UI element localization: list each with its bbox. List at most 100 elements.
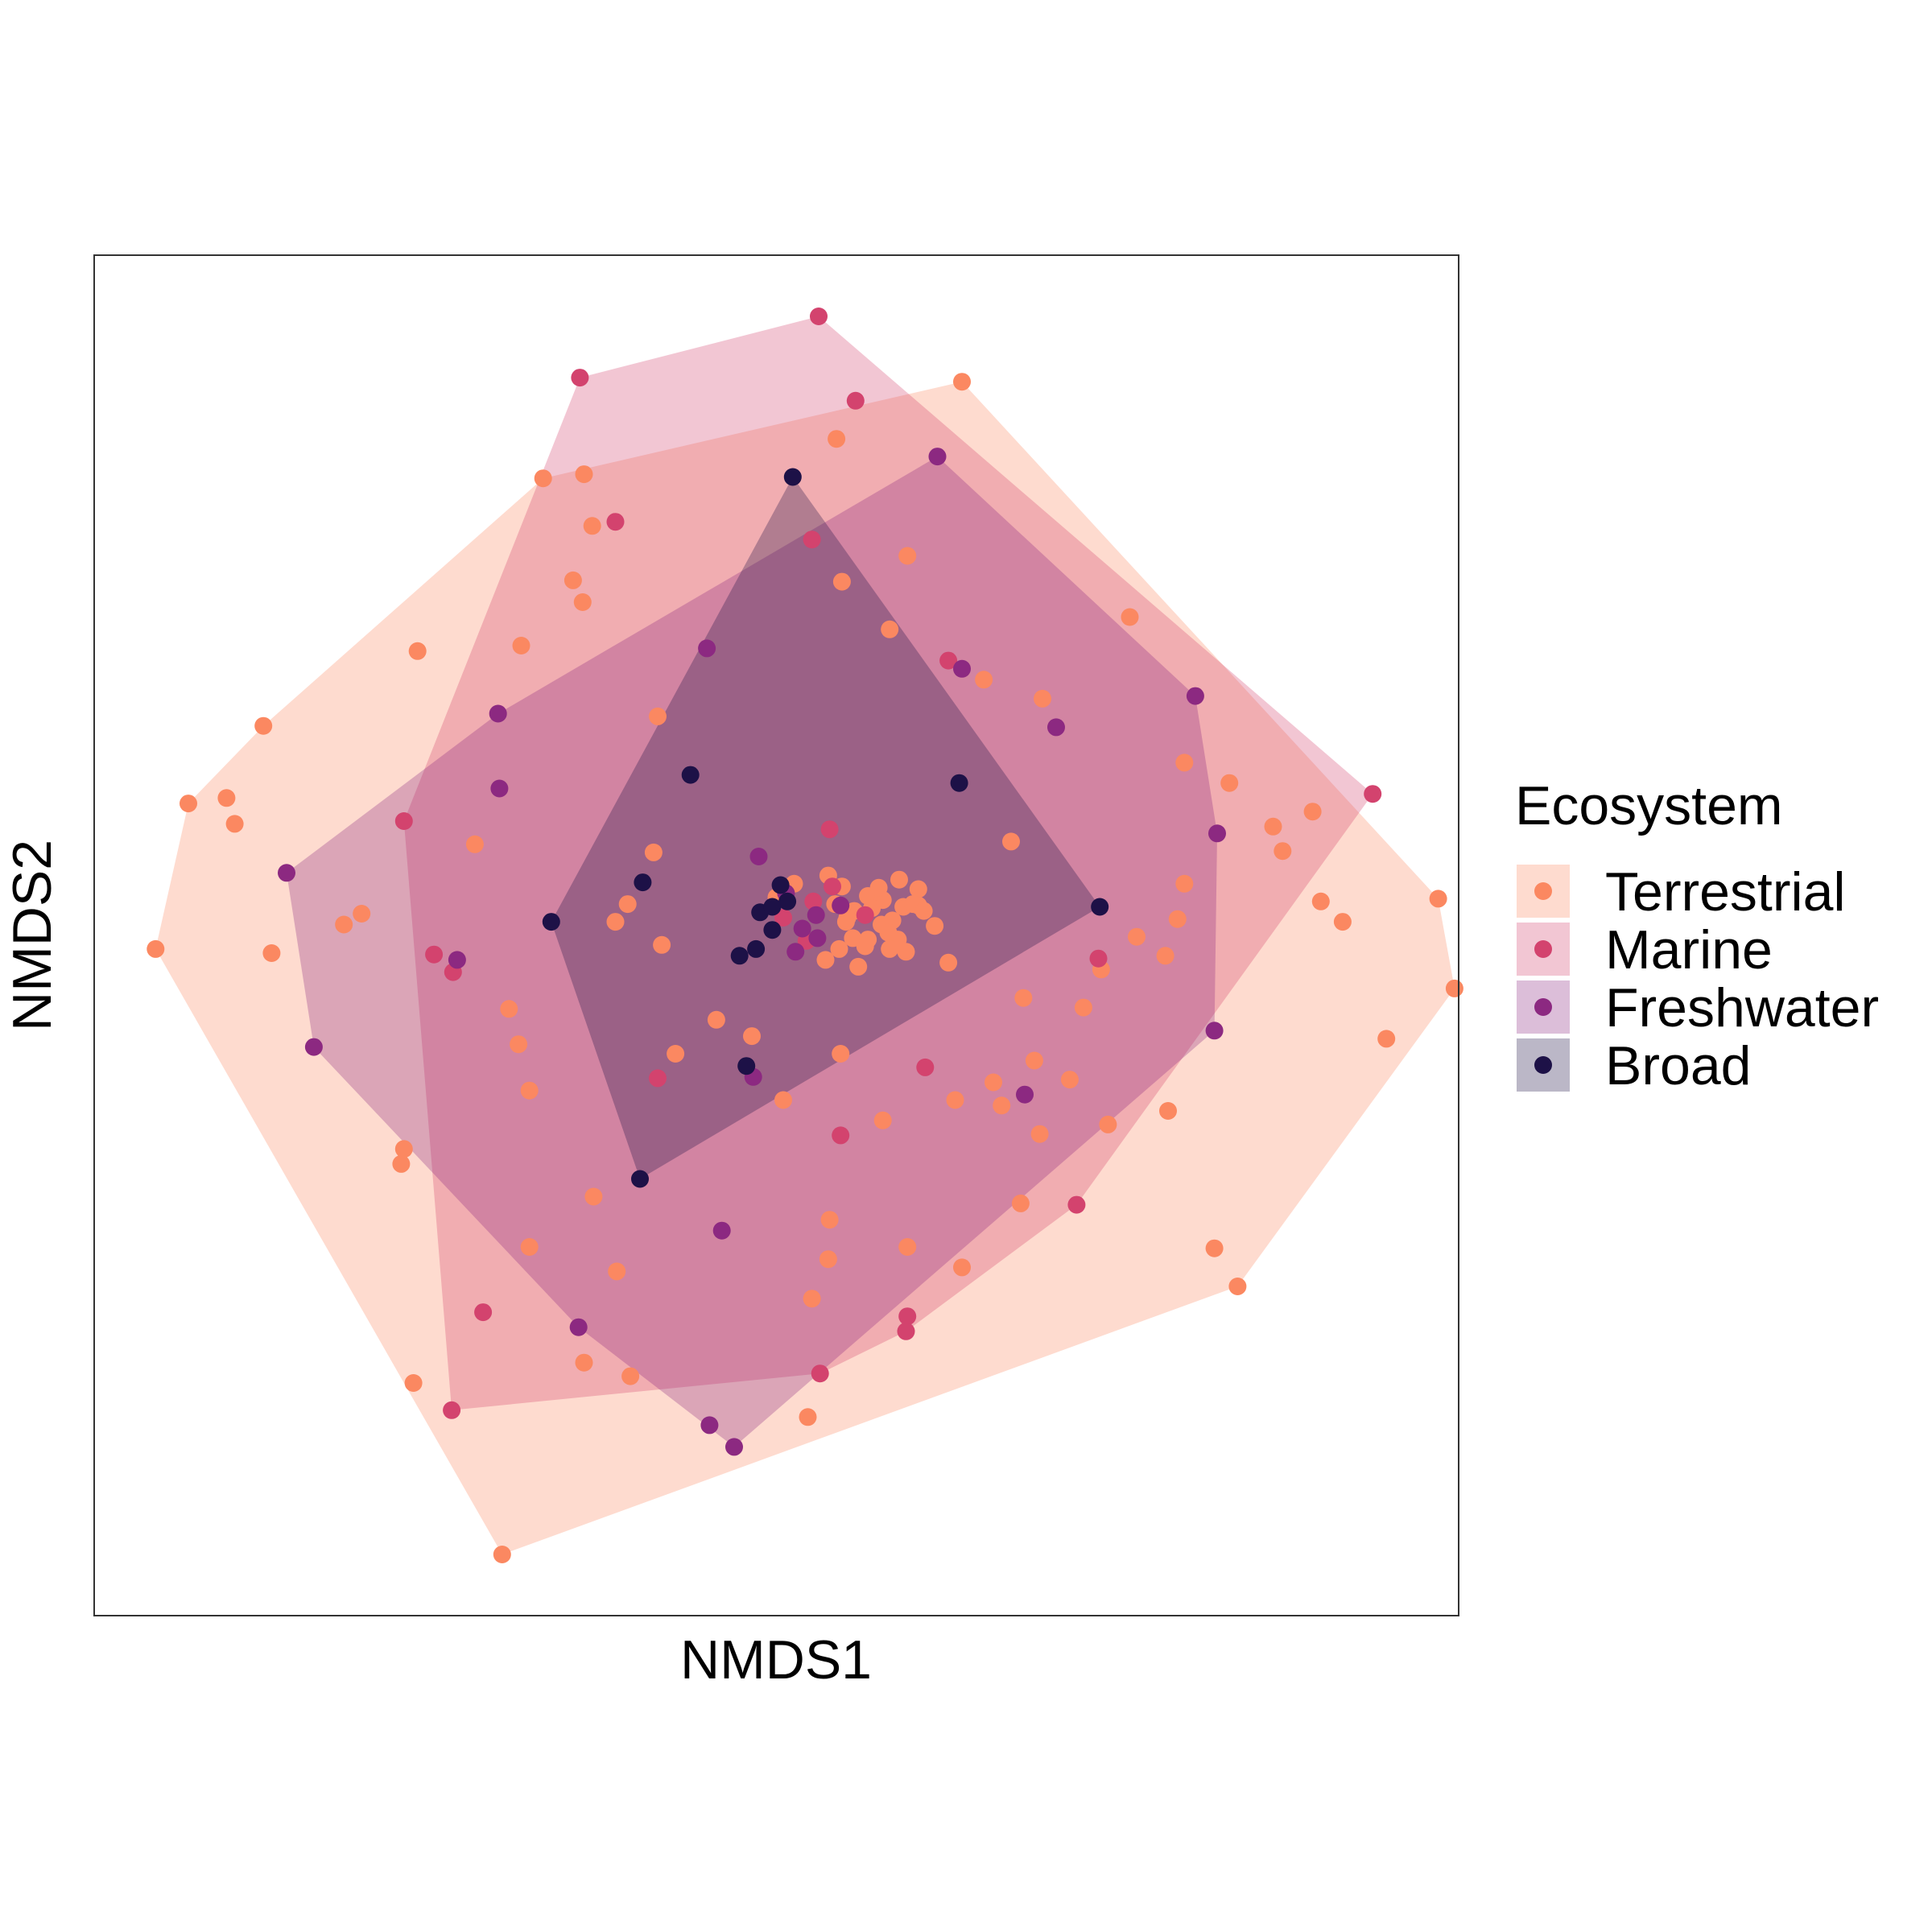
point-freshwater-20 xyxy=(832,896,850,914)
point-terrestrial-1 xyxy=(828,430,846,448)
point-freshwater-24 xyxy=(749,848,768,865)
point-terrestrial-18 xyxy=(465,835,484,853)
point-broad-3 xyxy=(634,873,652,892)
point-marine-19 xyxy=(811,1364,829,1383)
point-terrestrial-61 xyxy=(1445,979,1463,997)
point-marine-12 xyxy=(832,1126,850,1145)
point-terrestrial-22 xyxy=(500,1000,518,1018)
point-marine-2 xyxy=(846,391,865,410)
point-terrestrial-26 xyxy=(618,895,637,914)
point-terrestrial-15 xyxy=(225,815,244,833)
legend-dot-marine xyxy=(1534,940,1552,958)
y-axis-title: NMDS2 xyxy=(2,840,63,1031)
point-terrestrial-102 xyxy=(939,953,958,972)
point-terrestrial-55 xyxy=(1264,817,1282,836)
point-marine-11 xyxy=(1089,949,1108,968)
point-terrestrial-17 xyxy=(262,944,281,962)
point-terrestrial-24 xyxy=(353,905,371,923)
point-broad-1 xyxy=(681,766,700,784)
point-broad-6 xyxy=(730,947,749,965)
point-broad-9 xyxy=(771,876,790,894)
point-terrestrial-82 xyxy=(1159,1102,1177,1120)
point-terrestrial-113 xyxy=(897,943,915,961)
point-freshwater-13 xyxy=(712,1221,731,1240)
point-terrestrial-48 xyxy=(1025,1051,1043,1070)
point-broad-2 xyxy=(950,774,968,792)
point-terrestrial-14 xyxy=(180,795,197,813)
point-freshwater-15 xyxy=(569,1318,588,1336)
point-terrestrial-57 xyxy=(1274,842,1292,861)
point-freshwater-11 xyxy=(1205,1022,1224,1040)
point-marine-5 xyxy=(939,651,958,670)
point-broad-8 xyxy=(631,1170,649,1188)
point-terrestrial-76 xyxy=(898,1238,917,1256)
point-terrestrial-6 xyxy=(898,547,917,565)
point-terrestrial-9 xyxy=(573,593,592,611)
point-terrestrial-27 xyxy=(644,843,663,861)
point-terrestrial-43 xyxy=(819,1250,837,1269)
legend-label-freshwater: Freshwater xyxy=(1605,977,1879,1038)
point-terrestrial-78 xyxy=(953,1258,971,1277)
point-terrestrial-40 xyxy=(621,1367,640,1385)
point-terrestrial-77 xyxy=(803,1290,821,1308)
point-broad-0 xyxy=(783,468,802,486)
point-broad-4 xyxy=(542,913,560,931)
point-terrestrial-44 xyxy=(820,1211,839,1229)
point-freshwater-8 xyxy=(304,1038,323,1056)
point-terrestrial-3 xyxy=(583,517,601,535)
point-freshwater-10 xyxy=(1208,824,1226,843)
point-terrestrial-39 xyxy=(608,1262,626,1281)
point-terrestrial-59 xyxy=(1333,913,1352,931)
point-terrestrial-60 xyxy=(1377,1030,1396,1048)
point-broad-14 xyxy=(763,898,782,916)
point-terrestrial-72 xyxy=(1099,1115,1117,1133)
point-terrestrial-52 xyxy=(1128,927,1146,946)
point-terrestrial-36 xyxy=(575,1353,593,1372)
plot-panel-border xyxy=(93,254,1459,1616)
point-marine-14 xyxy=(1067,1195,1086,1214)
legend-dot-terrestrial xyxy=(1534,882,1552,900)
point-terrestrial-111 xyxy=(830,939,848,958)
point-broad-13 xyxy=(747,939,766,958)
point-freshwater-6 xyxy=(490,779,509,798)
point-marine-17 xyxy=(898,1307,917,1326)
point-terrestrial-37 xyxy=(404,1374,423,1392)
point-freshwater-23 xyxy=(786,943,805,961)
point-terrestrial-25 xyxy=(606,913,625,931)
legend-item-terrestrial: Terrestrial xyxy=(1517,861,1846,923)
point-terrestrial-34 xyxy=(584,1187,603,1206)
point-terrestrial-68 xyxy=(881,620,899,638)
point-terrestrial-7 xyxy=(564,571,582,589)
point-terrestrial-73 xyxy=(1168,910,1187,928)
point-terrestrial-101 xyxy=(926,917,944,935)
point-freshwater-22 xyxy=(808,929,827,947)
point-terrestrial-16 xyxy=(147,939,165,958)
point-terrestrial-0 xyxy=(953,373,971,391)
point-terrestrial-58 xyxy=(1311,892,1330,910)
point-terrestrial-23 xyxy=(520,1081,539,1100)
point-terrestrial-100 xyxy=(914,902,933,920)
point-marine-23 xyxy=(856,906,874,924)
point-terrestrial-30 xyxy=(667,1045,685,1063)
point-freshwater-19 xyxy=(807,906,825,924)
point-terrestrial-42 xyxy=(799,1408,817,1426)
point-terrestrial-41 xyxy=(493,1546,511,1563)
point-broad-10 xyxy=(778,892,797,910)
point-terrestrial-19 xyxy=(335,915,353,934)
point-terrestrial-13 xyxy=(217,789,236,807)
point-terrestrial-21 xyxy=(510,1035,528,1054)
point-terrestrial-33 xyxy=(774,1091,792,1109)
point-terrestrial-10 xyxy=(408,642,427,660)
point-terrestrial-62 xyxy=(1429,890,1447,908)
point-marine-24 xyxy=(774,909,792,927)
point-freshwater-17 xyxy=(725,1438,743,1456)
point-freshwater-4 xyxy=(1186,687,1204,705)
point-marine-22 xyxy=(804,892,823,910)
point-terrestrial-81 xyxy=(1030,1125,1049,1143)
point-marine-4 xyxy=(803,530,821,549)
point-terrestrial-64 xyxy=(1175,874,1194,893)
point-marine-6 xyxy=(394,812,413,830)
point-freshwater-5 xyxy=(489,704,507,723)
point-terrestrial-31 xyxy=(832,1045,850,1063)
